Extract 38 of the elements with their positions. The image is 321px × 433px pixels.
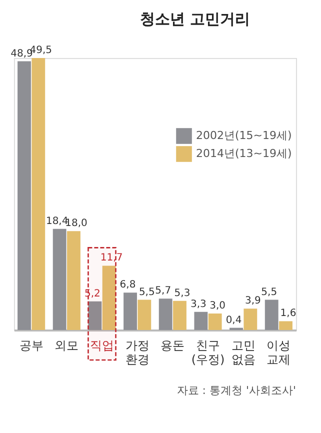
bar [124,292,137,330]
data-label: 6,8 [120,280,136,291]
bar [244,308,258,330]
bar [173,300,186,330]
x-tick-label: 가정 환경 [125,338,150,366]
bar [102,266,116,330]
x-tick-label: 직업 [90,338,114,352]
bar [279,321,292,330]
legend-label: 2014년(13~19세) [196,147,292,160]
bar [88,301,102,330]
bar [67,231,80,330]
text: 자료 : 통계청 '사회조사' [176,384,296,397]
bar [264,300,278,330]
data-label: 5,5 [261,286,278,298]
x-tick-label: 공부 [19,338,44,352]
bar [194,312,208,330]
data-label: 5,3 [174,288,190,299]
bar [138,300,152,330]
chart-title: 청소년 고민거리 [140,10,250,28]
data-label: 5,5 [138,286,155,298]
bar [32,58,46,330]
data-label: 1,6 [280,308,296,320]
data-label: 3,9 [244,296,261,307]
bar [158,298,172,330]
x-tick-label: 외모 [54,338,79,352]
legend-label: 2002년(15~19세) [196,129,292,142]
data-label: 3,3 [190,298,206,310]
bar [208,314,222,330]
x-tick-label: 친구 (우정) [191,338,225,366]
data-label: 0,4 [226,314,242,326]
x-tick-label: 이성 교제 [266,338,291,366]
data-label: 5,7 [155,286,172,297]
data-label: 11,7 [100,252,123,264]
bar [18,61,31,330]
x-tick-label: 고민 없음 [231,338,256,366]
bar [52,228,66,330]
data-label: 3,0 [210,300,226,312]
x-tick-label: 용돈 [160,338,185,352]
